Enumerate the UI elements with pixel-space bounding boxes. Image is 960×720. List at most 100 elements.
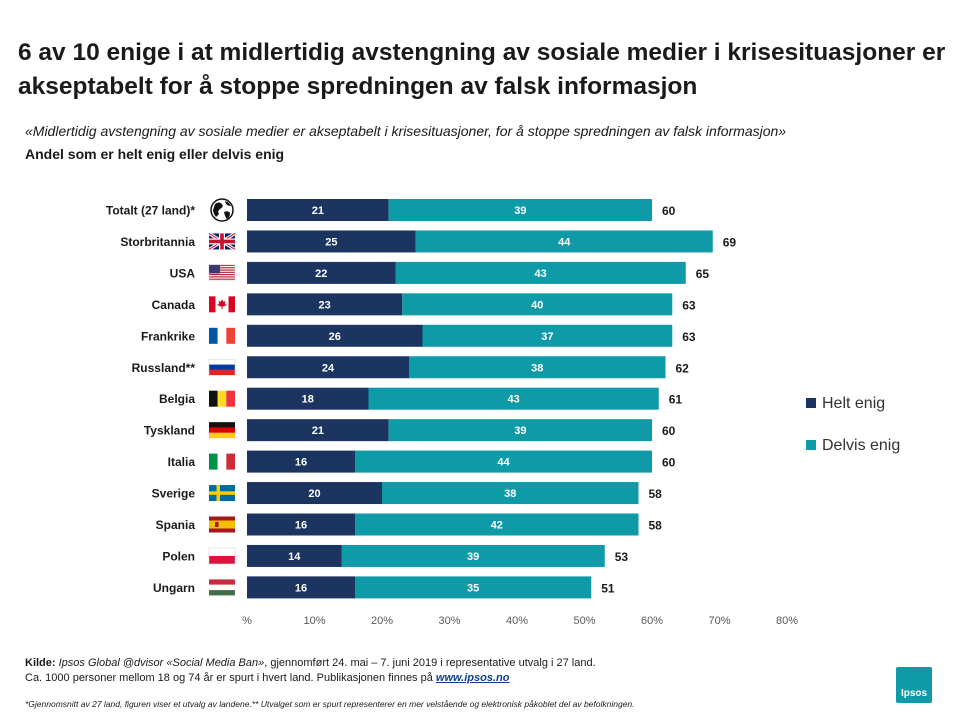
flag-stripe: [209, 422, 235, 428]
bar-value-label: 26: [329, 331, 341, 343]
chart-subtitle: «Midlertidig avstengning av sosiale medi…: [25, 123, 787, 139]
flag-france-icon: [209, 327, 235, 344]
bar-delvis-enig: [388, 199, 652, 221]
flag-stripe: [209, 276, 235, 278]
x-tick-label: 60%: [641, 615, 663, 627]
category-label: Russland**: [132, 361, 196, 375]
bar-value-label: 38: [504, 488, 516, 500]
bar-value-label: 35: [467, 582, 479, 594]
flag-stripe: [209, 271, 235, 273]
flag-band: [228, 296, 235, 313]
legend-item-helt-enig: Helt enig: [806, 395, 885, 413]
flag-cross: [209, 239, 235, 244]
bar-value-label: 39: [514, 205, 526, 217]
total-label: 60: [662, 424, 676, 438]
bar-delvis-enig: [355, 513, 639, 536]
flag-germany-icon: [209, 422, 235, 439]
stacked-bar-chart: % 10% 20% 30% 40% 50% 60% 70% 80% Totalt (27 land…: [106, 198, 798, 627]
flag-italy-icon: [209, 453, 235, 470]
flag-stripe: [209, 590, 235, 596]
bar-value-label: 44: [558, 236, 571, 248]
flag-stripe: [209, 278, 235, 280]
bar-delvis-enig: [409, 356, 666, 379]
chart-title: 6 av 10 enige i at midlertidig avstengni…: [18, 39, 946, 100]
flag-stripe: [209, 584, 235, 591]
source-footer: Kilde: Ipsos Global @dvisor «Social Medi…: [25, 656, 885, 686]
category-label: Storbritannia: [120, 235, 195, 249]
ipsos-link[interactable]: www.ipsos.no: [435, 672, 510, 684]
total-label: 60: [662, 204, 676, 218]
bar-helt-enig: [247, 199, 389, 221]
bar-delvis-enig: [402, 293, 673, 316]
total-label: 65: [696, 267, 710, 281]
flag-stripe: [209, 327, 218, 344]
flag-stripe: [209, 264, 235, 267]
flag-stripe: [209, 267, 235, 269]
flag-stripe: [209, 453, 218, 470]
bar-value-label: 24: [322, 362, 335, 374]
bar-value-label: 39: [514, 425, 526, 437]
bar-value-label: 44: [497, 457, 510, 469]
flag-stripe: [209, 274, 235, 276]
legend-swatch-helt-enig: [806, 398, 816, 408]
flag-stripe: [226, 390, 235, 407]
flag-spain-icon: [209, 516, 235, 533]
sample-text: Ca. 1000 personer mellom 18 og 74 år er …: [25, 672, 433, 684]
x-tick-label: 50%: [573, 615, 595, 627]
total-label: 58: [649, 519, 663, 533]
flag-stripe: [209, 427, 235, 433]
legend-item-delvis-enig: Delvis enig: [806, 437, 900, 455]
category-label: Spania: [156, 518, 196, 532]
bar-value-label: 22: [315, 268, 327, 280]
bar-value-label: 21: [312, 205, 324, 217]
bar-delvis-enig: [368, 387, 659, 410]
flag-stripe: [209, 579, 235, 585]
legend-swatch-delvis-enig: [806, 440, 816, 450]
x-tick-label: 30%: [438, 615, 460, 627]
sample-line: Ca. 1000 personer mellom 18 og 74 år er …: [25, 671, 885, 686]
flag-stripe: [217, 327, 227, 344]
bar-value-label: 14: [288, 551, 301, 563]
flag-stripe: [209, 359, 235, 365]
flag-usa-icon: [208, 264, 236, 282]
bar-delvis-enig: [382, 482, 639, 505]
flag-border: [208, 359, 236, 376]
bar-value-label: 23: [319, 299, 331, 311]
total-label: 51: [601, 581, 615, 595]
x-tick-label: 40%: [506, 615, 528, 627]
legend-label-delvis-enig: Delvis enig: [822, 437, 901, 454]
total-label: 63: [682, 298, 696, 312]
bar-delvis-enig: [415, 230, 713, 253]
category-label: Sverige: [152, 487, 196, 501]
flag-emblem: [215, 522, 219, 527]
bar-value-label: 38: [531, 362, 543, 374]
flag-canton: [209, 264, 220, 274]
bar-delvis-enig: [395, 261, 686, 284]
bar-helt-enig: [247, 576, 355, 599]
total-label: 58: [649, 487, 663, 501]
bar-helt-enig: [247, 482, 382, 505]
total-label: 61: [669, 393, 683, 407]
x-tick-label: 10%: [303, 615, 325, 627]
category-label: Frankrike: [141, 329, 195, 343]
bar-helt-enig: [247, 261, 396, 284]
bar-value-label: 40: [531, 299, 543, 311]
bar-value-label: 21: [312, 425, 324, 437]
total-label: 60: [662, 456, 676, 470]
flag-sweden-icon: [209, 485, 235, 502]
x-tick-label: 80%: [776, 615, 798, 627]
flag-stripe: [226, 453, 235, 470]
flag-uk-icon: [208, 232, 236, 251]
flag-cross: [209, 491, 235, 495]
bar-delvis-enig: [355, 450, 652, 473]
flag-maple-leaf: [217, 299, 227, 310]
bar-value-label: 16: [295, 457, 307, 469]
category-label: Canada: [152, 298, 196, 312]
bar-value-label: 16: [295, 582, 307, 594]
x-tick-label: %: [242, 615, 252, 627]
total-label: 53: [615, 550, 629, 564]
bar-value-label: 16: [295, 520, 307, 532]
category-label: Tyskland: [144, 424, 195, 438]
category-label: Ungarn: [153, 581, 195, 595]
flag-stripe: [217, 390, 227, 407]
